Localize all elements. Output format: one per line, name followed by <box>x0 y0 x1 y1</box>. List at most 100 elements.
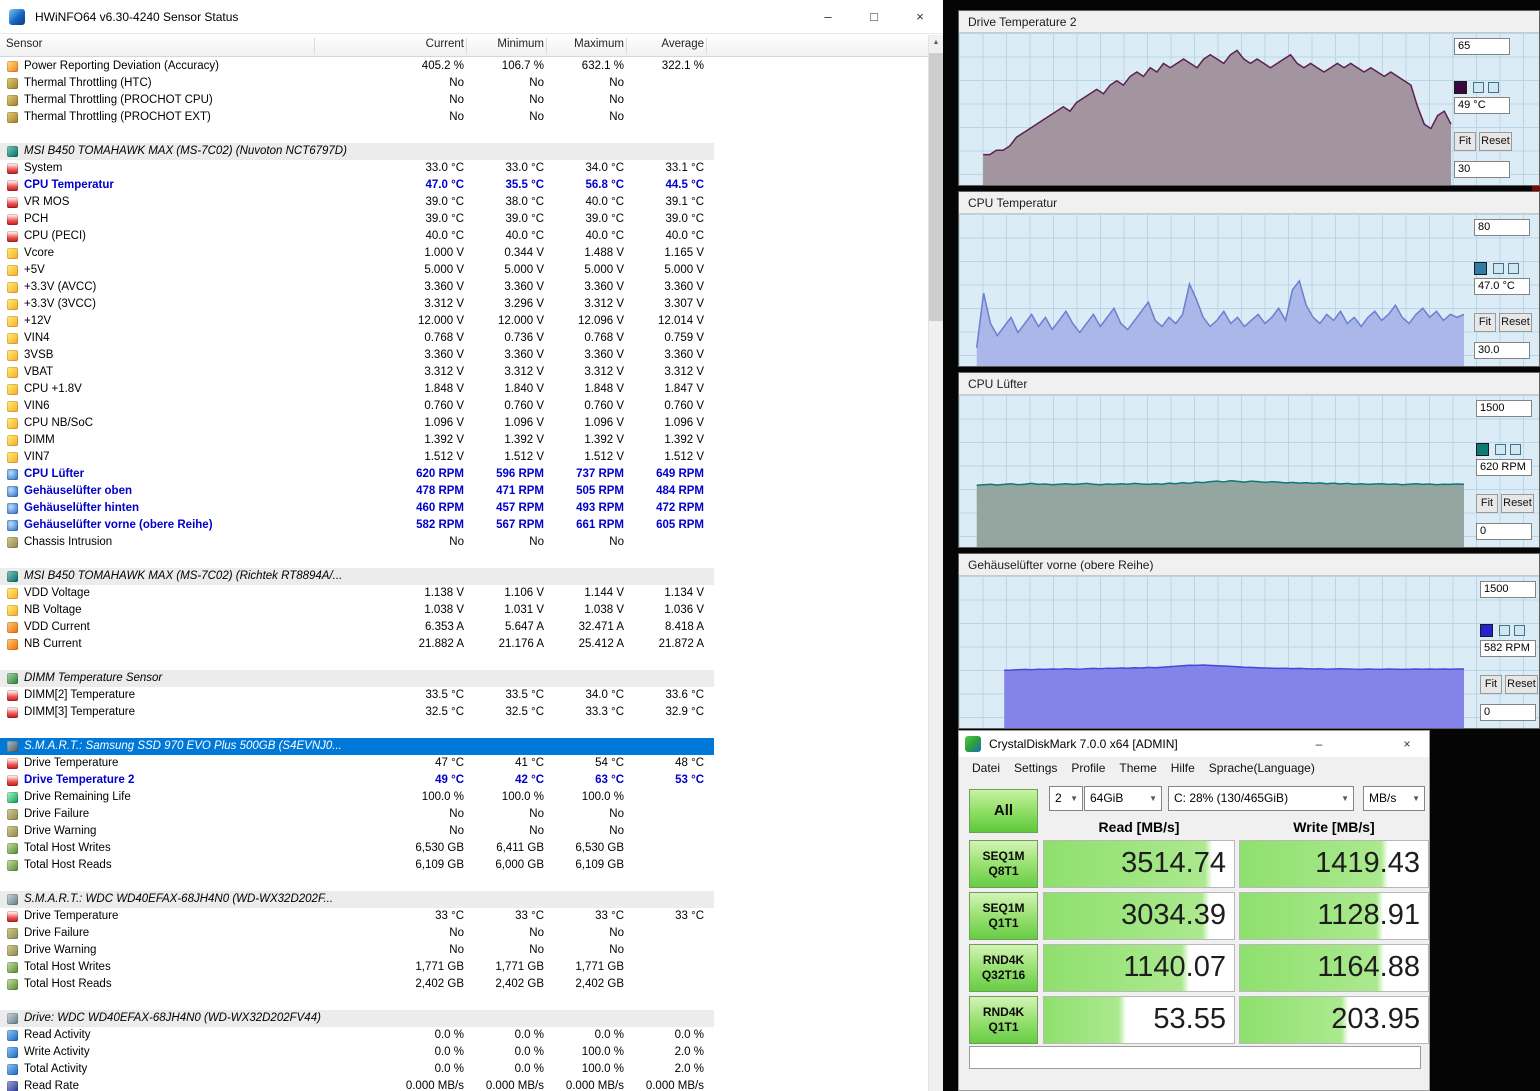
test-button[interactable]: RND4K Q1T1 <box>969 996 1038 1044</box>
reset-button[interactable]: Reset <box>1499 313 1532 332</box>
sensor-row[interactable]: Drive Temperature 2 49 °C 42 °C 63 °C 53 °C <box>0 772 714 789</box>
sensor-row[interactable]: Gehäuselüfter oben 478 RPM 471 RPM 505 RPM 4… <box>0 483 714 500</box>
graph-line-color-swatch[interactable] <box>1454 81 1467 94</box>
target-drive-select[interactable]: C: 28% (130/465GiB) ▼ <box>1168 786 1354 811</box>
comment-field[interactable] <box>969 1046 1421 1069</box>
graph-bg-color-swatch[interactable] <box>1499 625 1510 636</box>
sensor-row[interactable]: Drive Warning No No No <box>0 942 714 959</box>
sensor-row[interactable]: Vcore 1.000 V 0.344 V 1.488 V 1.165 V <box>0 245 714 262</box>
test-size-select[interactable]: 64GiB ▼ <box>1084 786 1162 811</box>
sensor-row[interactable]: System 33.0 °C 33.0 °C 34.0 °C 33.1 °C <box>0 160 714 177</box>
test-count-select[interactable]: 2 ▼ <box>1049 786 1083 811</box>
sensor-row[interactable]: Drive Warning No No No <box>0 823 714 840</box>
graph-grid-color-swatch[interactable] <box>1510 444 1521 455</box>
reset-button[interactable]: Reset <box>1479 132 1512 151</box>
sensor-row[interactable]: DIMM[3] Temperature 32.5 °C 32.5 °C 33.3 °C… <box>0 704 714 721</box>
sensor-row[interactable]: NB Current 21.882 A 21.176 A 25.412 A 21.872… <box>0 636 714 653</box>
graph-max-input[interactable]: 1500 <box>1480 581 1536 598</box>
sensor-row[interactable]: CPU Temperatur 47.0 °C 35.5 °C 56.8 °C 44.5 … <box>0 177 714 194</box>
menu-item-settings[interactable]: Settings <box>1014 761 1058 775</box>
sensor-row[interactable]: 3VSB 3.360 V 3.360 V 3.360 V 3.360 V <box>0 347 714 364</box>
sensor-row[interactable]: +5V 5.000 V 5.000 V 5.000 V 5.000 V <box>0 262 714 279</box>
run-all-button[interactable]: All <box>969 789 1038 833</box>
sensor-row[interactable]: Thermal Throttling (HTC) No No No <box>0 75 714 92</box>
unit-select[interactable]: MB/s ▼ <box>1363 786 1425 811</box>
hwinfo-titlebar[interactable]: HWiNFO64 v6.30-4240 Sensor Status – □ × <box>0 0 943 34</box>
minimize-button[interactable]: – <box>824 8 832 24</box>
sensor-row[interactable]: DIMM 1.392 V 1.392 V 1.392 V 1.392 V <box>0 432 714 449</box>
sensor-row[interactable]: VDD Voltage 1.138 V 1.106 V 1.144 V 1.134 V <box>0 585 714 602</box>
column-header-minimum[interactable]: Minimum <box>497 38 544 50</box>
column-header-maximum[interactable]: Maximum <box>574 38 624 50</box>
sensor-row[interactable]: Drive Failure No No No <box>0 806 714 823</box>
sensor-row[interactable]: Total Host Reads 2,402 GB 2,402 GB 2,402 GB <box>0 976 714 993</box>
graph-line-color-swatch[interactable] <box>1476 443 1489 456</box>
maximize-button[interactable]: □ <box>870 8 878 24</box>
sensor-row[interactable]: Read Rate 0.000 MB/s 0.000 MB/s 0.000 MB/s 0… <box>0 1078 714 1091</box>
graph-max-input[interactable]: 80 <box>1474 219 1530 236</box>
menu-item-datei[interactable]: Datei <box>972 761 1001 775</box>
sensor-row[interactable]: Total Activity 0.0 % 0.0 % 100.0 % 2.0 % <box>0 1061 714 1078</box>
sensor-row[interactable]: Power Reporting Deviation (Accuracy) 405.… <box>0 58 714 75</box>
graph-max-input[interactable]: 65 <box>1454 38 1510 55</box>
sensor-row[interactable]: NB Voltage 1.038 V 1.031 V 1.038 V 1.036 V <box>0 602 714 619</box>
graph-grid-color-swatch[interactable] <box>1514 625 1525 636</box>
sensor-row[interactable]: Gehäuselüfter vorne (obere Reihe) 582 RPM… <box>0 517 714 534</box>
sensor-row[interactable]: Gehäuselüfter hinten 460 RPM 457 RPM 493 RP… <box>0 500 714 517</box>
reset-button[interactable]: Reset <box>1505 675 1538 694</box>
sensor-group-row[interactable]: S.M.A.R.T.: Samsung SSD 970 EVO Plus 500… <box>0 738 714 755</box>
sensor-row[interactable]: Total Host Writes 6,530 GB 6,411 GB 6,530 G… <box>0 840 714 857</box>
sensor-row[interactable]: VDD Current 6.353 A 5.647 A 32.471 A 8.418 A <box>0 619 714 636</box>
sensor-group-row[interactable]: S.M.A.R.T.: WDC WD40EFAX-68JH4N0 (WD-WX3… <box>0 891 714 908</box>
graph-line-color-swatch[interactable] <box>1480 624 1493 637</box>
sensor-row[interactable]: Thermal Throttling (PROCHOT EXT) No No No <box>0 109 714 126</box>
fit-button[interactable]: Fit <box>1454 132 1476 151</box>
sensor-row[interactable]: VBAT 3.312 V 3.312 V 3.312 V 3.312 V <box>0 364 714 381</box>
graph-line-color-swatch[interactable] <box>1474 262 1487 275</box>
sensor-row[interactable]: CPU NB/SoC 1.096 V 1.096 V 1.096 V 1.096 V <box>0 415 714 432</box>
graph-bg-color-swatch[interactable] <box>1495 444 1506 455</box>
close-button[interactable]: × <box>916 8 924 24</box>
sensor-group-row[interactable]: DIMM Temperature Sensor <box>0 670 714 687</box>
vertical-scrollbar[interactable]: ▲ <box>928 35 943 1091</box>
graph-min-input[interactable]: 30.0 <box>1474 342 1530 359</box>
sensor-row[interactable]: Chassis Intrusion No No No <box>0 534 714 551</box>
sensor-row[interactable]: Drive Temperature 33 °C 33 °C 33 °C 33 °C <box>0 908 714 925</box>
sensor-group-row[interactable]: Drive: WDC WD40EFAX-68JH4N0 (WD-WX32D202… <box>0 1010 714 1027</box>
sensor-row[interactable]: VR MOS 39.0 °C 38.0 °C 40.0 °C 39.1 °C <box>0 194 714 211</box>
graph-min-input[interactable]: 0 <box>1480 704 1536 721</box>
sensor-group-row[interactable]: MSI B450 TOMAHAWK MAX (MS-7C02) (Nuvoton… <box>0 143 714 160</box>
sensor-row[interactable]: Drive Remaining Life 100.0 % 100.0 % 100.0 … <box>0 789 714 806</box>
menu-item-profile[interactable]: Profile <box>1071 761 1106 775</box>
column-header-average[interactable]: Average <box>661 38 704 50</box>
sensor-row[interactable]: Read Activity 0.0 % 0.0 % 0.0 % 0.0 % <box>0 1027 714 1044</box>
graph-max-input[interactable]: 1500 <box>1476 400 1532 417</box>
sensor-group-row[interactable]: MSI B450 TOMAHAWK MAX (MS-7C02) (Richtek… <box>0 568 714 585</box>
column-header-current[interactable]: Current <box>425 38 464 50</box>
graph-grid-color-swatch[interactable] <box>1488 82 1499 93</box>
sensor-row[interactable]: VIN4 0.768 V 0.736 V 0.768 V 0.759 V <box>0 330 714 347</box>
menu-item-theme[interactable]: Theme <box>1119 761 1157 775</box>
sensor-row[interactable]: Drive Temperature 47 °C 41 °C 54 °C 48 °C <box>0 755 714 772</box>
fit-button[interactable]: Fit <box>1480 675 1502 694</box>
graph-min-input[interactable]: 30 <box>1454 161 1510 178</box>
scrollbar-up-icon[interactable]: ▲ <box>932 39 940 46</box>
cdm-minimize-button[interactable]: – <box>1315 737 1323 751</box>
fit-button[interactable]: Fit <box>1474 313 1496 332</box>
sensor-row[interactable]: Total Host Reads 6,109 GB 6,000 GB 6,109 GB <box>0 857 714 874</box>
column-header-sensor[interactable]: Sensor <box>6 38 43 50</box>
test-button[interactable]: RND4K Q32T16 <box>969 944 1038 992</box>
sensor-row[interactable]: Drive Failure No No No <box>0 925 714 942</box>
sensor-row[interactable]: VIN7 1.512 V 1.512 V 1.512 V 1.512 V <box>0 449 714 466</box>
cdm-close-button[interactable]: × <box>1403 737 1411 751</box>
test-button[interactable]: SEQ1M Q1T1 <box>969 892 1038 940</box>
menu-item-sprachelanguage[interactable]: Sprache(Language) <box>1208 761 1315 775</box>
sensor-row[interactable]: +3.3V (AVCC) 3.360 V 3.360 V 3.360 V 3.360 V <box>0 279 714 296</box>
graph-bg-color-swatch[interactable] <box>1473 82 1484 93</box>
graph-bg-color-swatch[interactable] <box>1493 263 1504 274</box>
cdm-titlebar[interactable]: CrystalDiskMark 7.0.0 x64 [ADMIN] – × <box>959 731 1429 757</box>
sensor-row[interactable]: CPU Lüfter 620 RPM 596 RPM 737 RPM 649 RPM <box>0 466 714 483</box>
sensor-row[interactable]: +12V 12.000 V 12.000 V 12.096 V 12.014 V <box>0 313 714 330</box>
sensor-row[interactable]: PCH 39.0 °C 39.0 °C 39.0 °C 39.0 °C <box>0 211 714 228</box>
scrollbar-thumb[interactable] <box>929 53 943 321</box>
